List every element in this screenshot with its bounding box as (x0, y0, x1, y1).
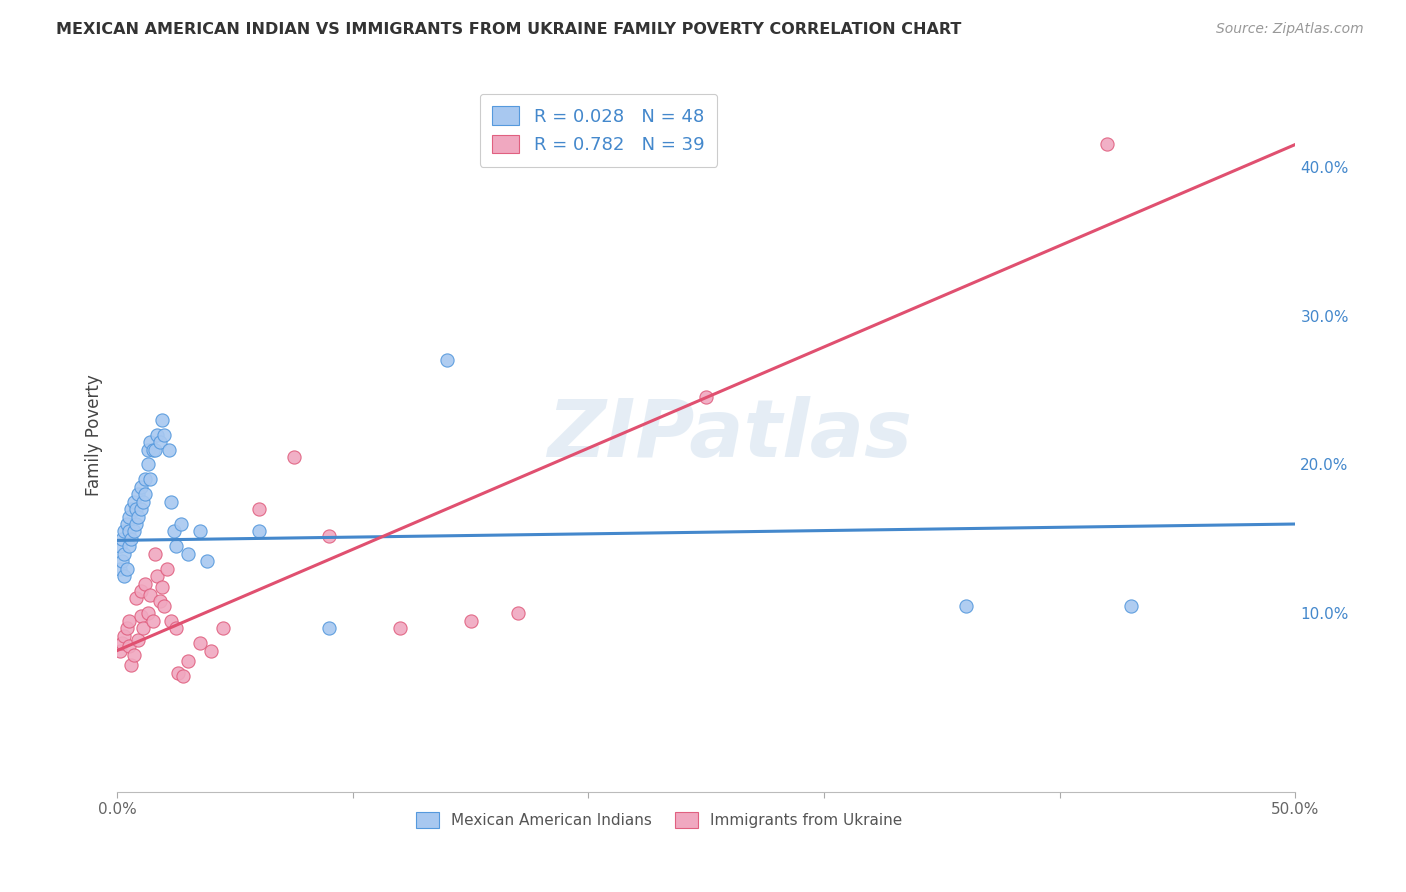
Point (195, 554, 218, 568)
Point (115, 621, 138, 635)
Point (136, 607, 159, 621)
Point (127, 509, 149, 524)
Point (111, 554, 134, 568)
Point (120, 502, 142, 516)
Point (177, 654, 200, 668)
Point (134, 472, 156, 486)
Point (1095, 137, 1118, 152)
Point (247, 524, 270, 539)
Legend: Mexican American Indians, Immigrants from Ukraine: Mexican American Indians, Immigrants fro… (411, 806, 908, 834)
Point (388, 621, 411, 635)
Point (118, 639, 141, 653)
Point (120, 658, 142, 673)
Point (170, 516, 193, 531)
Point (122, 524, 145, 539)
Point (436, 353, 458, 368)
Point (156, 562, 179, 576)
Point (146, 427, 169, 442)
Point (118, 614, 141, 628)
Point (108, 643, 131, 657)
Point (115, 562, 138, 576)
Point (112, 569, 135, 583)
Point (139, 472, 162, 486)
Point (112, 524, 135, 539)
Point (115, 516, 138, 531)
Point (108, 562, 131, 576)
Point (695, 391, 717, 405)
Point (188, 524, 211, 539)
Point (112, 629, 135, 643)
Point (132, 621, 155, 635)
Point (149, 594, 172, 608)
Point (157, 442, 180, 457)
Point (153, 427, 176, 442)
Point (118, 539, 141, 553)
Point (108, 539, 131, 553)
Point (127, 487, 149, 501)
Point (143, 547, 166, 561)
Point (125, 502, 148, 516)
Point (122, 494, 145, 508)
Point (146, 569, 169, 583)
Point (134, 487, 156, 501)
Point (177, 547, 200, 561)
Point (129, 502, 152, 516)
Point (141, 614, 163, 628)
Point (127, 633, 149, 648)
Point (143, 442, 166, 457)
Point (318, 621, 340, 635)
Text: MEXICAN AMERICAN INDIAN VS IMMIGRANTS FROM UKRAINE FAMILY POVERTY CORRELATION CH: MEXICAN AMERICAN INDIAN VS IMMIGRANTS FR… (56, 22, 962, 37)
Point (132, 494, 155, 508)
Point (283, 450, 305, 464)
Point (111, 636, 134, 650)
Point (125, 591, 148, 606)
Point (172, 669, 194, 683)
Point (153, 599, 176, 613)
Point (120, 532, 142, 546)
Text: Source: ZipAtlas.com: Source: ZipAtlas.com (1216, 22, 1364, 37)
Point (129, 480, 152, 494)
Point (125, 516, 148, 531)
Text: ZIPatlas: ZIPatlas (547, 396, 912, 474)
Point (160, 614, 183, 628)
Point (200, 643, 222, 657)
Point (1119, 599, 1142, 613)
Point (134, 576, 156, 591)
Point (188, 636, 211, 650)
Point (139, 435, 162, 450)
Point (111, 532, 134, 546)
Point (139, 589, 162, 603)
Point (112, 547, 135, 561)
Point (141, 442, 163, 457)
Point (160, 494, 183, 508)
Point (165, 621, 187, 635)
Point (150, 413, 173, 427)
Y-axis label: Family Poverty: Family Poverty (86, 374, 103, 496)
Point (122, 648, 145, 662)
Point (318, 529, 340, 543)
Point (136, 458, 159, 472)
Point (247, 502, 270, 516)
Point (506, 607, 529, 621)
Point (460, 614, 482, 628)
Point (167, 665, 190, 680)
Point (212, 621, 235, 635)
Point (150, 580, 173, 594)
Point (163, 524, 186, 539)
Point (118, 524, 141, 539)
Point (136, 442, 159, 457)
Point (165, 539, 187, 553)
Point (129, 609, 152, 624)
Point (955, 599, 977, 613)
Point (129, 584, 152, 599)
Point (149, 435, 172, 450)
Point (118, 509, 141, 524)
